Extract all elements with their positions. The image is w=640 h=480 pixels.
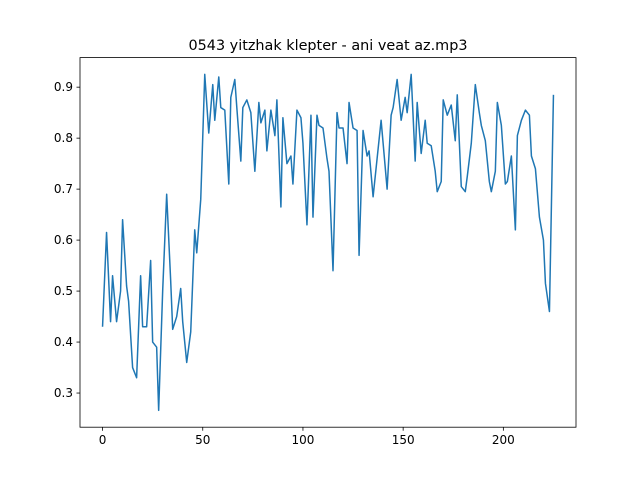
x-tick-label: 0 xyxy=(99,433,107,447)
x-tick-label: 150 xyxy=(392,433,415,447)
y-tick-label: 0.8 xyxy=(54,131,73,145)
x-tick-label: 50 xyxy=(195,433,210,447)
y-tick-label: 0.5 xyxy=(54,284,73,298)
y-tick-label: 0.4 xyxy=(54,335,73,349)
y-tick-label: 0.7 xyxy=(54,182,73,196)
data-line xyxy=(101,73,555,412)
y-tick-label: 0.9 xyxy=(54,80,73,94)
x-tick-label: 200 xyxy=(492,433,515,447)
axes-frame xyxy=(79,57,577,428)
y-tick-label: 0.3 xyxy=(54,386,73,400)
x-tick-label: 100 xyxy=(291,433,314,447)
y-tick-label: 0.6 xyxy=(54,233,73,247)
chart-title: 0543 yitzhak klepter - ani veat az.mp3 xyxy=(188,38,467,54)
